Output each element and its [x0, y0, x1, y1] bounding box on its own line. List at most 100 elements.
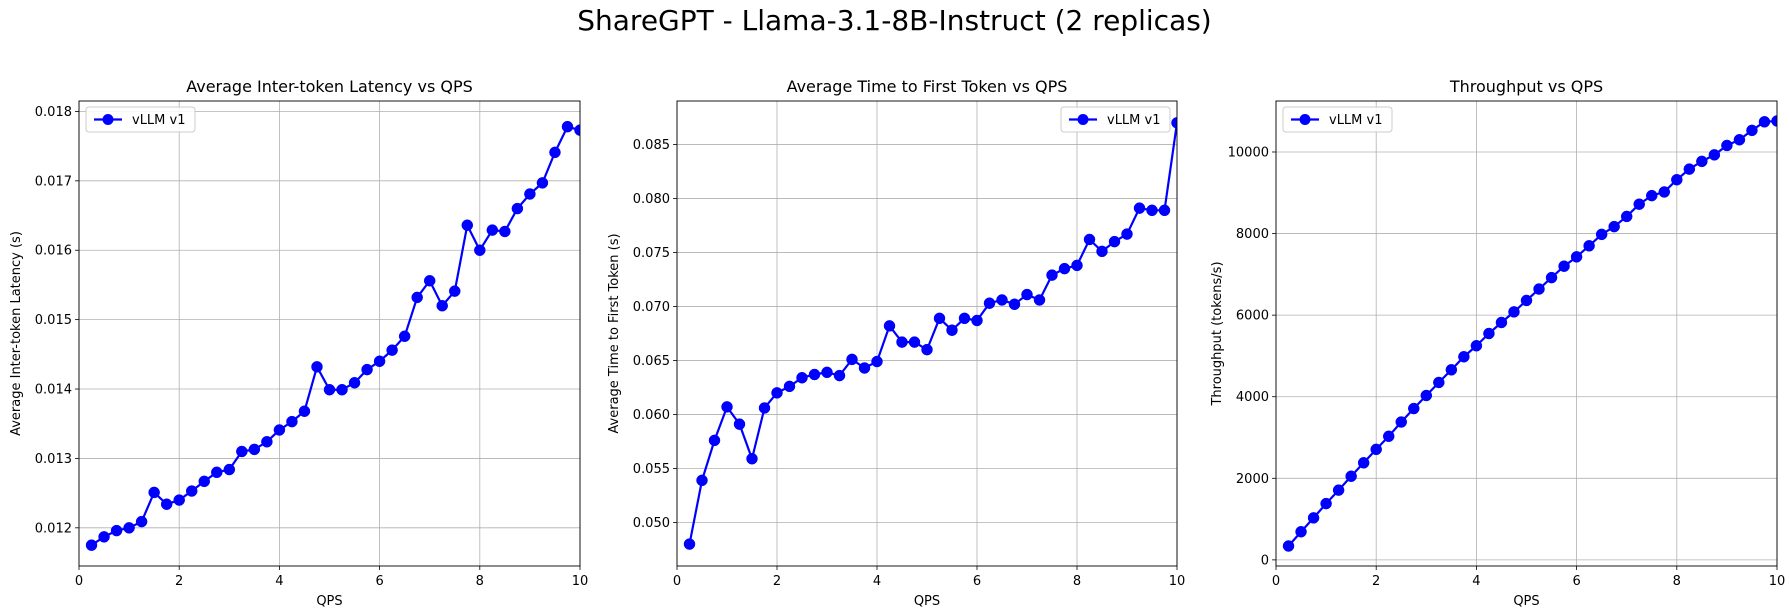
data-point — [971, 314, 983, 327]
data-point — [1408, 402, 1420, 415]
data-point — [946, 324, 958, 336]
data-point — [1357, 457, 1370, 469]
y-axis-label: Average Time to First Token (s) — [607, 233, 622, 433]
y-tick-label: 0.070 — [633, 300, 670, 315]
y-tick-label: 10000 — [1228, 145, 1269, 160]
data-point — [1295, 525, 1307, 538]
y-tick-label: 0.055 — [633, 462, 670, 477]
data-point — [1133, 202, 1146, 214]
data-point — [771, 387, 783, 399]
x-tick-label: 0 — [1272, 574, 1280, 589]
data-point — [524, 188, 536, 200]
data-point — [449, 285, 461, 297]
data-point — [821, 366, 833, 379]
data-point — [1746, 124, 1758, 137]
data-point — [1345, 470, 1357, 483]
data-point — [223, 463, 236, 476]
data-point — [696, 474, 708, 487]
data-point — [1458, 351, 1470, 363]
data-point — [1021, 288, 1033, 301]
legend-label: vLLM v1 — [1329, 113, 1383, 128]
x-tick-label: 6 — [973, 574, 981, 589]
y-tick-label: 0.018 — [35, 105, 72, 120]
y-tick-label: 0.065 — [633, 354, 670, 369]
data-point — [1633, 198, 1645, 210]
x-tick-label: 8 — [1073, 574, 1081, 589]
series-line — [1287, 119, 1777, 547]
data-point — [386, 344, 398, 356]
x-tick-label: 10 — [572, 574, 589, 589]
data-point — [921, 343, 933, 356]
data-point — [933, 312, 946, 325]
data-point — [996, 294, 1008, 306]
data-point — [1158, 204, 1171, 217]
data-point — [173, 494, 185, 506]
data-point — [211, 466, 223, 479]
y-tick-label: 0.075 — [633, 246, 670, 261]
data-point — [1071, 259, 1083, 272]
data-point — [323, 383, 336, 396]
data-point — [746, 452, 758, 465]
axes-frame — [78, 100, 581, 567]
data-point — [336, 383, 348, 396]
data-point — [896, 336, 908, 348]
data-point — [1121, 228, 1133, 240]
x-tick-label: 8 — [476, 574, 484, 589]
legend-marker — [1299, 114, 1311, 125]
data-point — [1558, 260, 1570, 272]
data-point — [1495, 316, 1508, 329]
data-point — [871, 355, 883, 368]
data-point — [248, 443, 261, 456]
data-point — [311, 361, 323, 373]
data-point — [423, 275, 436, 287]
x-tick-label: 8 — [1673, 574, 1681, 589]
data-point — [1683, 163, 1696, 175]
data-point — [123, 522, 135, 534]
x-axis-label: QPS — [914, 594, 940, 609]
data-point — [1395, 416, 1407, 428]
data-point — [1608, 220, 1620, 233]
data-point — [110, 524, 123, 537]
axes-frame — [1275, 100, 1778, 567]
x-tick-label: 2 — [175, 574, 183, 589]
data-point — [1533, 283, 1545, 295]
series-line — [90, 125, 580, 547]
data-point — [1620, 210, 1633, 223]
data-point — [683, 538, 696, 550]
data-point — [1433, 376, 1445, 389]
data-point — [135, 515, 148, 528]
data-point — [348, 377, 361, 389]
data-point — [1008, 298, 1021, 311]
x-tick-label: 10 — [1769, 574, 1786, 589]
data-point — [1282, 540, 1295, 552]
x-tick-label: 4 — [275, 574, 283, 589]
chart-title: Average Inter-token Latency vs QPS — [186, 77, 473, 96]
data-point — [1046, 269, 1058, 281]
data-point — [261, 436, 273, 448]
x-tick-label: 6 — [375, 574, 383, 589]
y-tick-label: 0.015 — [35, 313, 72, 328]
data-point — [1696, 155, 1708, 168]
data-point — [1758, 116, 1771, 128]
data-point — [1083, 233, 1096, 246]
data-point — [98, 531, 110, 543]
data-point — [1570, 251, 1583, 263]
data-point — [148, 486, 160, 499]
y-axis-label: Average Inter-token Latency (s) — [9, 231, 24, 436]
y-tick-label: 0.017 — [35, 174, 72, 189]
data-point — [1033, 294, 1046, 306]
x-tick-label: 4 — [873, 574, 881, 589]
legend-label: vLLM v1 — [132, 113, 186, 128]
data-point — [474, 244, 486, 256]
chart-panel-1: 0 2 4 6 8 10 0.012 0.013 0.014 0.015 0.016 0.017 0.0… — [9, 77, 588, 609]
data-point — [461, 219, 474, 231]
x-tick-label: 4 — [1472, 574, 1480, 589]
data-point — [846, 353, 858, 366]
axes-frame — [676, 100, 1178, 567]
y-tick-label: 0.050 — [633, 516, 670, 531]
data-point — [1508, 306, 1520, 318]
x-tick-label: 2 — [773, 574, 781, 589]
data-point — [808, 368, 821, 381]
data-point — [783, 380, 796, 393]
